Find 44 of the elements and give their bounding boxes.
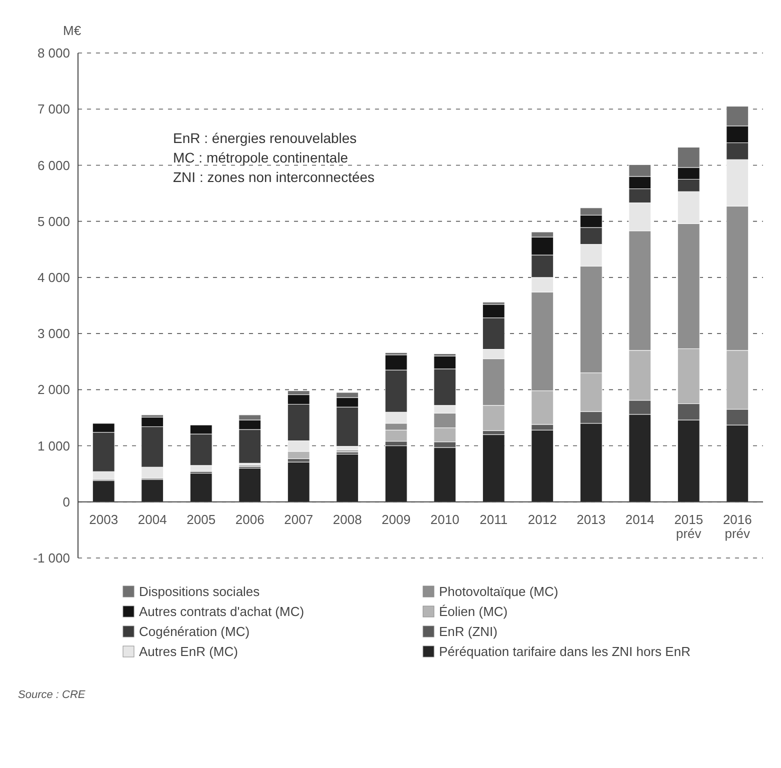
y-tick-label: 3 000 — [37, 326, 70, 342]
y-tick-label: 2 000 — [37, 382, 70, 398]
x-tick-label: 2013 — [576, 512, 606, 527]
legend-label: Autres EnR (MC) — [139, 644, 238, 659]
x-tick-label: 2009 — [382, 512, 411, 527]
legend-label: EnR (ZNI) — [439, 624, 498, 639]
legend-label: Photovoltaïque (MC) — [439, 584, 558, 599]
y-tick-label: 6 000 — [37, 158, 70, 173]
bar — [384, 446, 408, 502]
x-tick-label: 2014 — [625, 512, 654, 527]
y-tick-label: 1 000 — [37, 438, 70, 454]
legend-label: Dispositions sociales — [139, 584, 260, 599]
x-tick-label: 2005 — [186, 512, 216, 527]
annotation: MC : métropole continentale — [173, 149, 348, 166]
bar — [238, 468, 262, 502]
y-tick-label: 0 — [62, 494, 70, 510]
x-tick-label: 2003 — [89, 512, 118, 527]
legend-label: Éolien (MC) — [439, 604, 508, 619]
x-tick-label: 2008 — [332, 512, 362, 527]
bar — [287, 462, 310, 502]
x-tick-label: 2010 — [430, 512, 460, 527]
x-tick-label: 2015 prév — [674, 512, 704, 542]
annotation: ZNI : zones non interconnectées — [173, 168, 375, 185]
y-tick-label: 7 000 — [37, 102, 70, 117]
x-tick-label: 2007 — [284, 512, 314, 527]
x-tick-label: 2004 — [138, 512, 167, 527]
bar — [190, 473, 212, 502]
annotation: EnR : énergies renouvelables — [173, 130, 357, 146]
x-tick-label: 2016 prév — [722, 512, 752, 542]
legend-label: Cogénération (MC) — [139, 624, 250, 639]
y-tick-label: -1 000 — [33, 550, 70, 566]
legend-label: Péréquation tarifaire dans les ZNI hors EnR — [439, 644, 690, 659]
y-tick-label: 5 000 — [37, 214, 70, 229]
legend-label: Autres contrats d'achat (MC) — [139, 604, 304, 619]
y-tick-label: 4 000 — [37, 270, 70, 285]
x-tick-label: 2006 — [235, 512, 264, 527]
x-tick-label: 2012 — [528, 512, 557, 527]
y-axis-title: M€ — [63, 23, 82, 38]
bar — [336, 449, 359, 452]
bar — [482, 434, 505, 502]
bar — [336, 454, 359, 502]
x-tick-label: 2011 — [480, 512, 508, 527]
y-tick-label: 8 000 — [37, 46, 70, 61]
source-note: Source : CRE — [18, 689, 86, 701]
